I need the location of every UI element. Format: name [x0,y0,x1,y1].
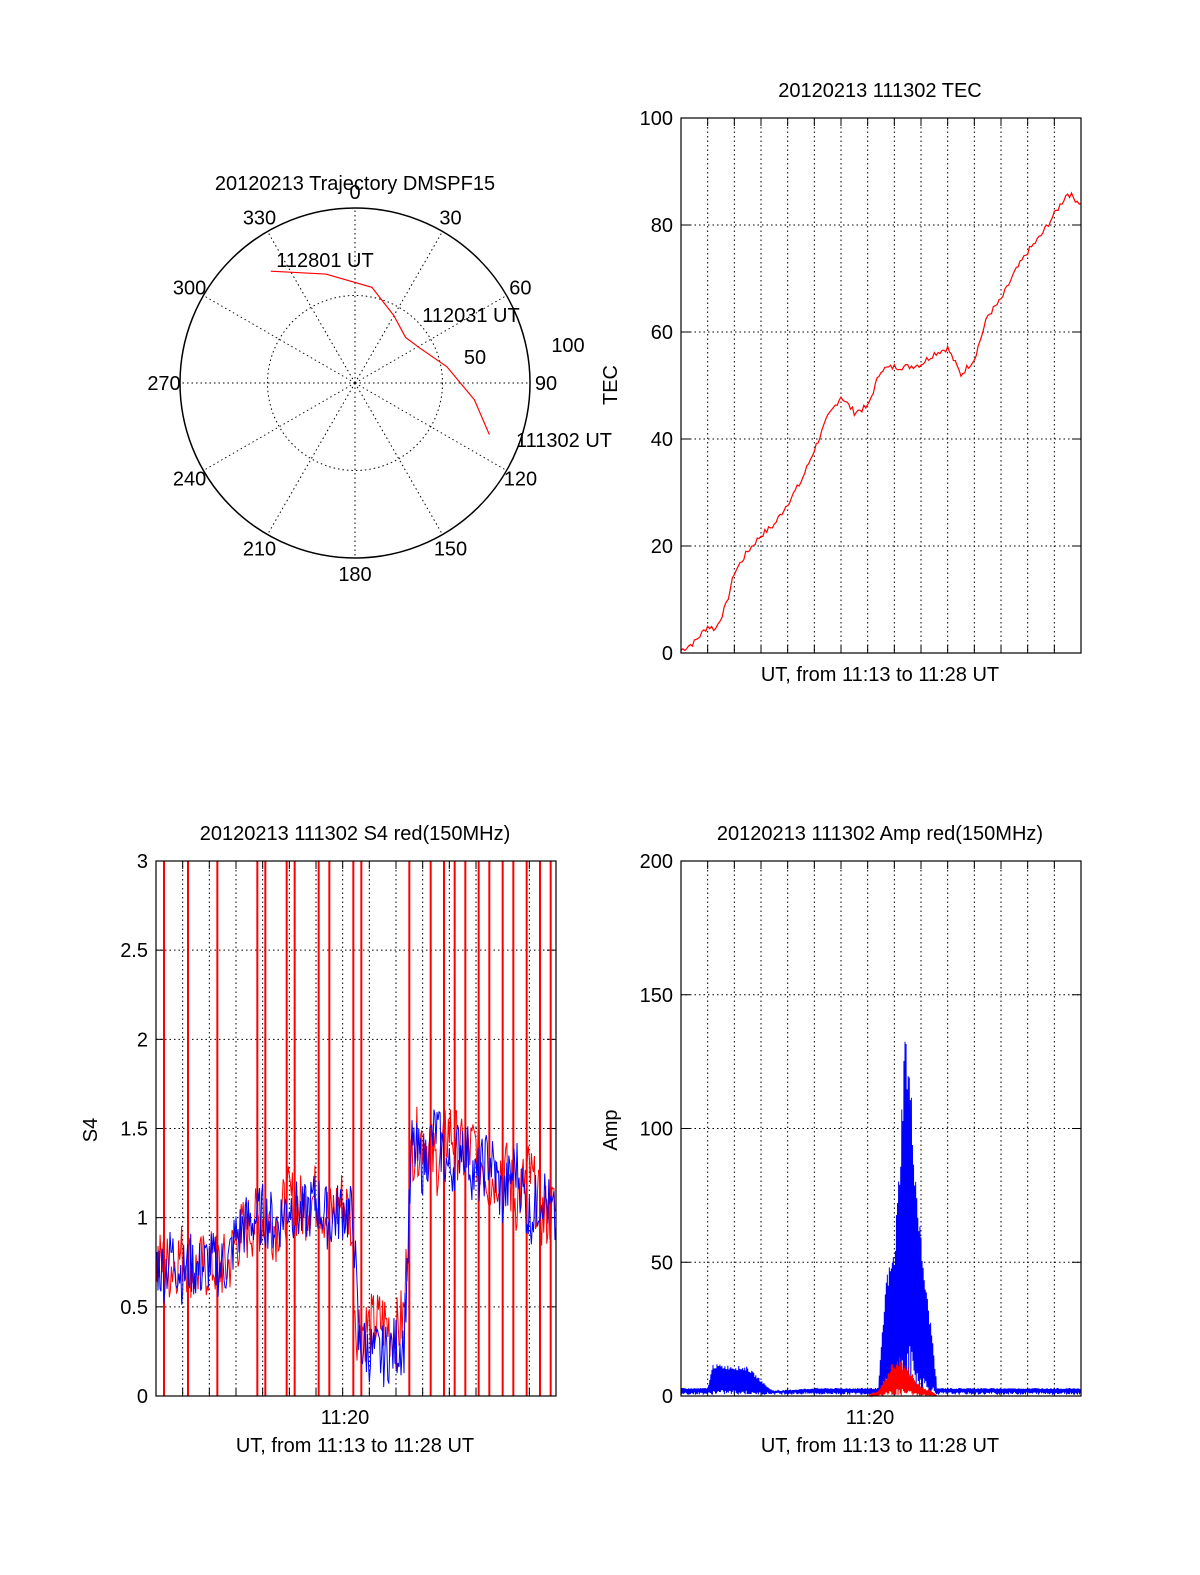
y-tick-label: 1 [137,1208,148,1230]
tec-series-line [680,191,1082,652]
tec-ylabel: TEC [600,365,622,405]
polar-angle-tick-240: 240 [173,469,206,491]
polar-ring-50 [267,295,443,471]
polar-angle-tick-90: 90 [535,373,557,395]
y-tick-label: 40 [651,429,673,451]
y-tick-label: 60 [651,322,673,344]
trajectory-polar-panel: 20120213 Trajectory DMSPF15 0 30 60 90 120 15… [147,173,612,586]
y-tick-label: 0 [137,1386,148,1408]
amp-blue-series-line [680,1041,1081,1395]
polar-spoke-240 [203,382,356,471]
polar-radius-tick-50: 50 [464,347,486,369]
polar-angle-tick-210: 210 [243,538,276,560]
polar-angle-tick-330: 330 [243,208,276,230]
y-tick-label: 200 [640,851,673,873]
s4-plot-frame [155,860,557,1397]
tec-title: 20120213 111302 TEC [778,80,982,102]
polar-radius-tick-100: 100 [551,335,584,357]
y-tick-label: 0.5 [120,1297,148,1319]
trajectory-time-label: 112031 UT [422,305,519,327]
tec-xlabel: UT, from 11:13 to 11:28 UT [761,664,999,686]
s4-panel: 20120213 111302 S4 red(150MHz) 11:20 UT,… [80,823,557,1457]
s4-blue-series-line [155,1109,557,1388]
y-tick-label: 2 [137,1029,148,1051]
trajectory-time-label: 112801 UT [276,250,373,272]
tec-panel: 20120213 111302 TEC UT, from 11:13 to 11… [600,80,1082,686]
trajectory-time-label: 111302 UT [516,430,612,452]
y-tick-label: 3 [137,851,148,873]
y-tick-label: 100 [640,1119,673,1141]
polar-angle-tick-300: 300 [173,278,206,300]
s4-xtick: 11:20 [321,1407,370,1429]
trajectory-title: 20120213 Trajectory DMSPF15 [215,173,495,195]
polar-angle-tick-0: 0 [349,182,360,204]
polar-outer-ring [179,207,531,559]
polar-angle-tick-30: 30 [439,208,461,230]
amp-panel: 20120213 111302 Amp red(150MHz) 11:20 UT… [600,823,1082,1457]
amp-xtick: 11:20 [846,1407,895,1429]
amp-xlabel: UT, from 11:13 to 11:28 UT [761,1435,999,1457]
y-tick-label: 80 [651,215,673,237]
polar-angle-tick-150: 150 [434,538,467,560]
amp-plot-frame [680,860,1082,1397]
y-tick-label: 0 [662,643,673,665]
polar-angle-tick-120: 120 [504,469,537,491]
polar-angle-tick-60: 60 [509,278,531,300]
polar-spoke-210 [267,382,356,535]
s4-red-series-line [155,1106,557,1370]
y-tick-label: 2.5 [120,940,148,962]
s4-ylabel: S4 [80,1118,102,1142]
y-tick-label: 150 [640,985,673,1007]
y-tick-label: 1.5 [120,1119,148,1141]
trajectory-line [270,270,490,435]
polar-angle-tick-270: 270 [147,373,180,395]
s4-title: 20120213 111302 S4 red(150MHz) [200,823,511,845]
y-tick-label: 0 [662,1386,673,1408]
s4-xlabel: UT, from 11:13 to 11:28 UT [236,1435,474,1457]
y-tick-label: 100 [640,108,673,130]
amp-title: 20120213 111302 Amp red(150MHz) [717,823,1043,845]
y-tick-label: 20 [651,536,673,558]
tec-plot-frame [680,117,1082,654]
polar-angle-tick-180: 180 [338,564,371,586]
y-tick-label: 50 [651,1252,673,1274]
amp-ylabel: Amp [600,1109,622,1150]
